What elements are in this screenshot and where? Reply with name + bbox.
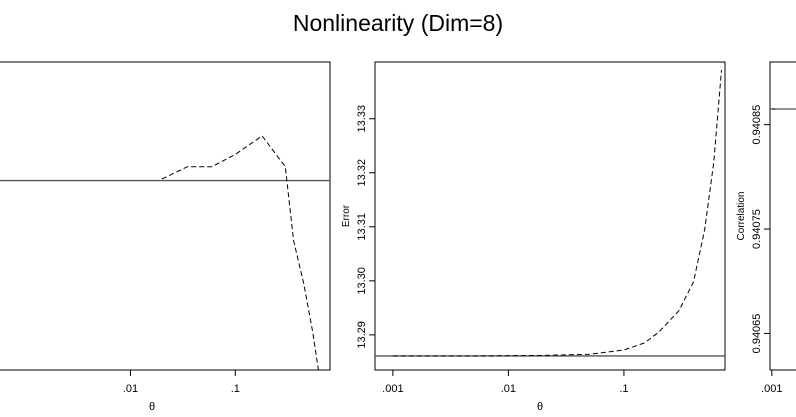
panel-frame xyxy=(374,61,726,371)
y-tick-label: 13.33 xyxy=(356,105,368,133)
y-tick-label: 13.30 xyxy=(356,267,368,295)
y-axis-label: Error xyxy=(341,204,352,227)
y-tick-label: 13.31 xyxy=(356,213,368,241)
x-tick-label: .01 xyxy=(501,383,516,395)
panel-3: .001 0.94065 0.94075 0.94085 Correlation xyxy=(736,61,796,395)
y-tick-label: 13.32 xyxy=(356,159,368,187)
panel-2: .001 .01 .1 13.29 13.30 13.31 13.32 13.33 Error θ xyxy=(341,61,726,413)
x-tick-label: .001 xyxy=(382,383,403,395)
y-tick-label: 13.29 xyxy=(356,321,368,349)
x-axis-label: θ xyxy=(149,401,155,412)
panel-frame xyxy=(0,61,331,371)
panel-frame xyxy=(769,61,796,371)
series-line xyxy=(161,135,319,370)
y-tick-label: 0.94075 xyxy=(751,209,763,249)
panel-1: .01 .1 θ xyxy=(0,61,331,413)
x-tick-label: .1 xyxy=(231,383,240,395)
y-tick-label: 0.94065 xyxy=(751,314,763,354)
series-line xyxy=(392,70,722,357)
x-axis-label: θ xyxy=(537,401,543,412)
x-tick-label: .01 xyxy=(123,383,138,395)
x-tick-label: .1 xyxy=(619,383,628,395)
y-tick-label: 0.94085 xyxy=(751,105,763,145)
y-axis-label: Correlation xyxy=(736,192,747,241)
x-tick-label: .001 xyxy=(761,383,782,395)
